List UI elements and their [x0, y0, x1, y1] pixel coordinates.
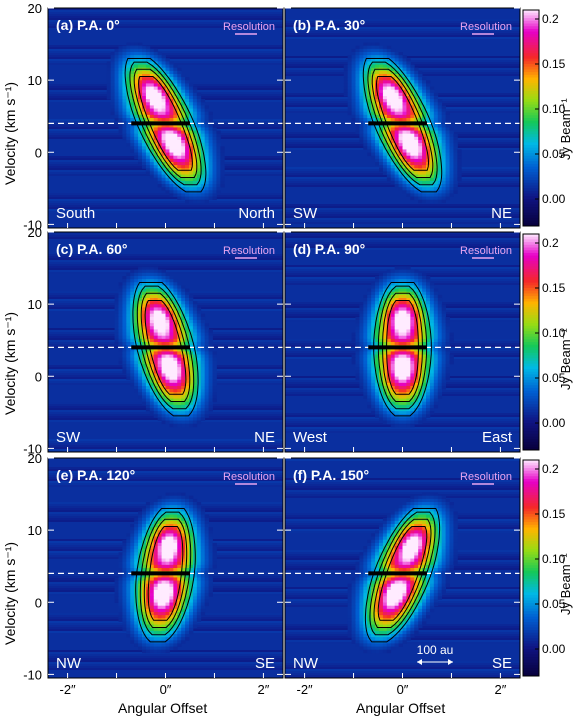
panel-f-right-direction: SE	[492, 655, 512, 672]
colorbar-tick-label: 0.2	[542, 12, 559, 26]
x-axis-label-right: Angular Offset	[356, 700, 445, 716]
panel-e-image	[48, 458, 283, 678]
panel-d-resolution-label: Resolution	[460, 245, 512, 257]
y-tick-label: 0	[35, 595, 42, 610]
panel-f: (f) P.A. 150° Resolution NW SE 100 au	[285, 458, 520, 679]
y-tick-label: 20	[28, 1, 42, 16]
colorbar-label-bottom: Jy Beam⁻¹	[558, 553, 574, 615]
panel-a: (a) P.A. 0° Resolution South North	[48, 8, 283, 228]
panel-a-right-direction: North	[238, 205, 275, 222]
y-axis-label-middle: Velocity (km s⁻¹)	[2, 312, 19, 415]
panel-e: (e) P.A. 120° Resolution NW SE	[48, 458, 283, 678]
x-tick-label: 2″	[494, 682, 506, 697]
panel-d-image	[285, 232, 520, 452]
x-tick-label: -2″	[59, 682, 76, 697]
panel-b-title: (b) P.A. 30°	[293, 17, 365, 33]
x-tick-label: 0″	[397, 682, 409, 697]
x-tick-label: 0″	[160, 682, 172, 697]
panel-c-resolution-label: Resolution	[223, 245, 275, 257]
y-axis-label-bottom: Velocity (km s⁻¹)	[2, 542, 19, 645]
panel-c-title: (c) P.A. 60°	[56, 241, 127, 257]
x-tick-label: -2″	[296, 682, 313, 697]
panel-c-right-direction: NE	[254, 429, 275, 446]
y-axis-label-top: Velocity (km s⁻¹)	[2, 82, 19, 185]
colorbar-label-middle: Jy Beam⁻¹	[558, 328, 574, 390]
panel-e-title: (e) P.A. 120°	[56, 467, 135, 483]
colorbar-tick-label: 0.15	[542, 57, 566, 71]
y-tick-label: 10	[28, 297, 42, 312]
x-tick-label: 2″	[257, 682, 269, 697]
y-tick-label: -10	[23, 667, 42, 682]
panel-b-image	[285, 8, 520, 228]
y-tick-label: 0	[35, 369, 42, 384]
colorbar-tick-label: 0.00	[542, 416, 566, 430]
colorbar-tick-label: 0.00	[542, 192, 566, 206]
panel-b-left-direction: SW	[293, 205, 318, 222]
y-tick-label: 10	[28, 73, 42, 88]
panel-d-title: (d) P.A. 90°	[293, 241, 365, 257]
colorbar-tick-label: 0.00	[542, 642, 566, 656]
panel-a-image	[48, 8, 283, 228]
colorbar-tick-label: 0.2	[542, 462, 559, 476]
panel-c-left-direction: SW	[56, 429, 81, 446]
panel-b-resolution-label: Resolution	[460, 21, 512, 33]
panel-f-title: (f) P.A. 150°	[293, 467, 369, 483]
colorbar-tick-label: 0.15	[542, 281, 566, 295]
panel-b-right-direction: NE	[491, 205, 512, 222]
panel-c: (c) P.A. 60° Resolution SW NE	[48, 232, 283, 453]
panel-d-left-direction: West	[293, 429, 328, 446]
scale-bar-label: 100 au	[417, 643, 454, 657]
x-axis-label-left: Angular Offset	[118, 700, 207, 716]
panel-b: (b) P.A. 30° Resolution SW NE	[285, 8, 520, 228]
panel-d: (d) P.A. 90° Resolution West East	[285, 232, 520, 452]
panel-a-title: (a) P.A. 0°	[56, 17, 120, 33]
panel-f-left-direction: NW	[293, 655, 319, 672]
colorbar-label-top: Jy Beam⁻¹	[558, 98, 574, 160]
panel-e-left-direction: NW	[56, 655, 82, 672]
y-tick-label: 10	[28, 523, 42, 538]
y-tick-label: 0	[35, 145, 42, 160]
y-tick-label: 20	[28, 451, 42, 466]
panel-c-image	[48, 232, 283, 453]
y-tick-label: 20	[28, 225, 42, 240]
panel-e-resolution-label: Resolution	[223, 471, 275, 483]
panel-f-image	[285, 458, 520, 679]
panel-a-resolution-label: Resolution	[223, 21, 275, 33]
panel-e-right-direction: SE	[255, 655, 275, 672]
panel-a-left-direction: South	[56, 205, 95, 222]
colorbar-tick-label: 0.15	[542, 507, 566, 521]
panel-f-resolution-label: Resolution	[460, 471, 512, 483]
panel-d-right-direction: East	[482, 429, 513, 446]
colorbar-tick-label: 0.2	[542, 236, 559, 250]
